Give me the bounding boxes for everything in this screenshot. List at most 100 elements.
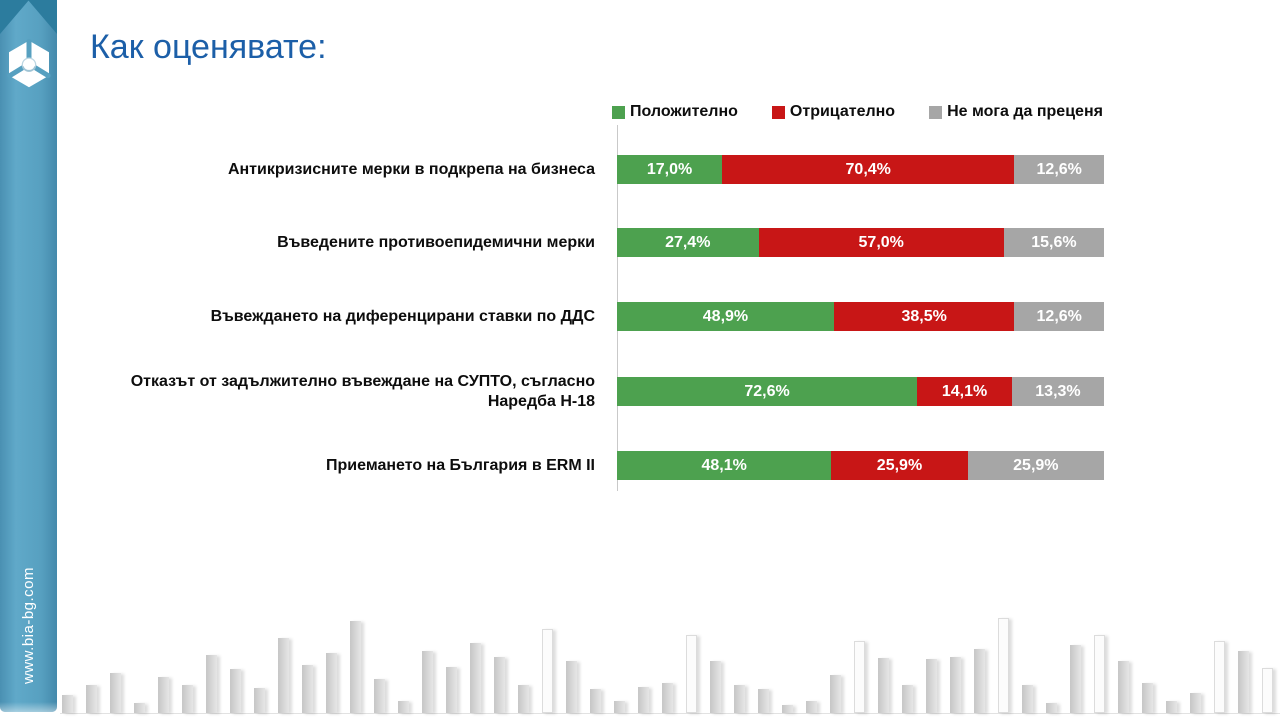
chart-row: Отказът от задължително въвеждане на СУП…: [95, 372, 1108, 410]
legend-item-neutral: Не мога да преценя: [929, 103, 1103, 121]
skyline-bar: [254, 688, 265, 713]
bar-segment: 12,6%: [1014, 302, 1104, 331]
row-label: Приемането на България в ERM II: [326, 456, 595, 474]
legend-item-negative: Отрицателно: [771, 103, 896, 121]
survey-chart: Положително Отрицателно Не мога да преце…: [95, 103, 1108, 491]
sidebar-url-text[interactable]: www.bia-bg.com: [20, 566, 38, 684]
skyline-bar: [206, 655, 217, 713]
skyline-bar: [518, 685, 529, 713]
skyline-bar: [614, 701, 625, 713]
legend-swatch-positive-icon: [612, 105, 625, 119]
skyline-bar: [662, 683, 673, 713]
skyline-bar: [350, 621, 361, 713]
stacked-bar: 17,0% 70,4% 12,6%: [617, 155, 1104, 184]
row-label: Антикризисните мерки в подкрепа на бизне…: [227, 160, 595, 178]
skyline-bar: [566, 661, 577, 713]
stacked-bar: 48,1% 25,9% 25,9%: [617, 451, 1104, 480]
skyline-bar: [374, 679, 385, 713]
skyline-bar: [1166, 701, 1177, 713]
sidebar-url[interactable]: www.bia-bg.com: [0, 540, 57, 710]
bar-segment: 70,4%: [722, 155, 1015, 184]
skyline-bar: [806, 701, 817, 713]
skyline-bar: [638, 687, 649, 713]
skyline-bar: [1214, 641, 1225, 713]
bar-segment: 48,1%: [617, 451, 832, 480]
bar-segment: 57,0%: [758, 228, 1004, 257]
skyline-bar: [926, 659, 937, 713]
skyline-bar: [686, 635, 697, 713]
skyline-bar: [494, 657, 505, 713]
skyline-bar: [422, 651, 433, 713]
skyline-bar: [830, 675, 841, 713]
chart-row: Въведените противоепидемични мерки 27,4% 5…: [95, 228, 1108, 257]
segment-value: 70,4%: [845, 160, 891, 178]
segment-value: 12,6%: [1036, 160, 1082, 178]
legend-item-positive: Положително: [612, 103, 738, 121]
skyline-bar: [974, 649, 985, 713]
stacked-bar: 27,4% 57,0% 15,6%: [617, 228, 1104, 257]
bar-segment: 17,0%: [617, 155, 723, 184]
skyline-bar: [758, 689, 769, 713]
row-label: Въведените противоепидемични мерки: [277, 233, 595, 251]
skyline-bar: [182, 685, 193, 713]
skyline-bar: [134, 703, 145, 713]
decor-skyline: [60, 604, 1280, 714]
bar-segment: 38,5%: [833, 302, 1015, 331]
skyline-bar: [1190, 693, 1201, 713]
bar-segment: 15,6%: [1003, 228, 1104, 257]
bar-segment: 27,4%: [617, 228, 759, 257]
legend-label: Отрицателно: [789, 103, 896, 120]
legend-swatch-negative-icon: [771, 105, 785, 119]
skyline-bar: [1118, 661, 1129, 713]
skyline-bar: [62, 695, 73, 713]
chart-legend: Положително Отрицателно Не мога да преце…: [612, 103, 1103, 121]
bar-segment: 72,6%: [617, 377, 918, 406]
segment-value: 27,4%: [665, 233, 711, 251]
skyline-bar: [734, 685, 745, 713]
skyline-bar: [1022, 685, 1033, 713]
skyline-bar: [902, 685, 913, 713]
segment-value: 38,5%: [901, 307, 947, 325]
sidebar: www.bia-bg.com: [0, 0, 57, 712]
skyline-bar: [86, 685, 97, 713]
skyline-bar: [1070, 645, 1081, 713]
skyline-bar: [398, 701, 409, 713]
segment-value: 14,1%: [941, 382, 988, 400]
skyline-bar: [854, 641, 865, 713]
segment-value: 25,9%: [1013, 456, 1059, 474]
skyline-bar: [1046, 703, 1057, 713]
skyline-bar: [326, 653, 337, 713]
skyline-bar: [278, 638, 289, 713]
skyline-bar: [1262, 668, 1273, 713]
skyline-bar: [158, 677, 169, 713]
bar-segment: 14,1%: [917, 377, 1012, 406]
row-label: Отказът от задължително въвеждане на СУП…: [130, 372, 595, 410]
segment-value: 57,0%: [858, 233, 904, 251]
legend-label: Не мога да преценя: [947, 103, 1103, 120]
segment-value: 48,1%: [701, 456, 747, 474]
segment-value: 25,9%: [876, 456, 923, 474]
bar-segment: 13,3%: [1011, 377, 1104, 406]
skyline-bar: [1094, 635, 1105, 713]
segment-value: 13,3%: [1035, 382, 1081, 400]
skyline-bar: [1142, 683, 1153, 713]
skyline-bar: [590, 689, 601, 713]
segment-value: 72,6%: [744, 382, 790, 400]
skyline-bar: [110, 673, 121, 713]
skyline-bar: [230, 669, 241, 713]
skyline-bar: [878, 658, 889, 713]
row-label: Въвеждането на диференцирани ставки по Д…: [210, 307, 595, 325]
skyline-bar: [446, 667, 457, 713]
page-title: Как оценявате:: [90, 28, 327, 66]
chart-row: Приемането на България в ERM II 48,1% 25,9…: [95, 451, 1108, 480]
bar-segment: 25,9%: [831, 451, 968, 480]
skyline-bar: [542, 629, 553, 713]
decor-skyline-baseline: [60, 713, 1280, 714]
stacked-bar: 72,6% 14,1% 13,3%: [617, 377, 1104, 406]
skyline-bar: [470, 643, 481, 713]
segment-value: 17,0%: [646, 160, 693, 178]
skyline-bar: [950, 657, 961, 713]
legend-label: Положително: [630, 103, 738, 120]
bar-segment: 25,9%: [967, 451, 1104, 480]
legend-swatch-neutral-icon: [929, 105, 943, 119]
